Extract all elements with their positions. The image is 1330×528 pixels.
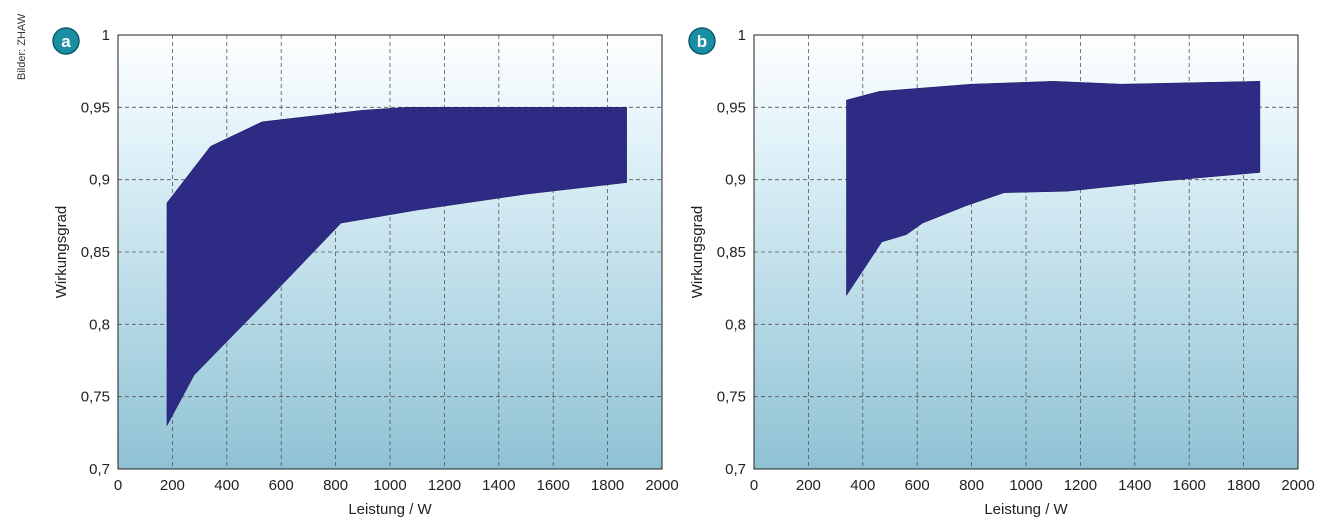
y-tick-label: 0,9 <box>725 172 746 189</box>
x-tick-label: 1600 <box>1173 477 1206 494</box>
plot-frame <box>753 34 1299 470</box>
y-tick-label: 1 <box>738 27 746 44</box>
y-tick-label: 0,95 <box>81 99 110 116</box>
x-tick-label: 2000 <box>1281 477 1314 494</box>
x-tick-label: 1000 <box>373 477 406 494</box>
x-tick-label: 400 <box>214 477 239 494</box>
x-tick-label: 1800 <box>591 477 624 494</box>
y-tick-label: 0,75 <box>81 389 110 406</box>
efficiency-band <box>166 107 627 426</box>
x-tick-label: 400 <box>850 477 875 494</box>
panel-badge <box>688 27 716 55</box>
y-tick-label: 0,75 <box>717 389 746 406</box>
y-tick-label: 0,8 <box>725 316 746 333</box>
x-tick-label: 800 <box>959 477 984 494</box>
x-tick-label: 1200 <box>428 477 461 494</box>
y-tick-label: 0,85 <box>717 244 746 261</box>
x-tick-label: 2000 <box>645 477 678 494</box>
x-axis-label: Leistung / W <box>984 501 1068 518</box>
x-tick-label: 1600 <box>537 477 570 494</box>
y-tick-label: 0,95 <box>717 99 746 116</box>
y-tick-label: 0,7 <box>725 461 746 478</box>
y-axis-label: Wirkungsgrad <box>53 206 70 299</box>
x-tick-label: 200 <box>160 477 185 494</box>
x-tick-label: 600 <box>905 477 930 494</box>
y-tick-label: 1 <box>102 27 110 44</box>
x-tick-label: 1400 <box>1118 477 1151 494</box>
y-tick-label: 0,9 <box>89 172 110 189</box>
x-tick-label: 1400 <box>482 477 515 494</box>
x-tick-label: 200 <box>796 477 821 494</box>
y-axis-label: Wirkungsgrad <box>689 206 706 299</box>
x-axis-label: Leistung / W <box>348 501 432 518</box>
y-tick-label: 0,85 <box>81 244 110 261</box>
chart-panel-a: 0 200 400 600 800 1000 1200 1400 1600 1800 2000 0,7… <box>52 27 679 518</box>
panel-badge <box>52 27 80 55</box>
panel-badge-label: b <box>697 32 707 51</box>
panel-badge-label: a <box>61 32 71 51</box>
chart-panel-b: 0 200 400 600 800 1000 1200 1400 1600 1800 2000 0,7… <box>688 27 1315 518</box>
x-tick-label: 600 <box>269 477 294 494</box>
efficiency-band <box>846 81 1261 297</box>
x-tick-label: 800 <box>323 477 348 494</box>
x-tick-label: 1000 <box>1009 477 1042 494</box>
x-tick-label: 1200 <box>1064 477 1097 494</box>
plot-frame <box>117 34 663 470</box>
x-tick-label: 0 <box>750 477 758 494</box>
y-tick-label: 0,8 <box>89 316 110 333</box>
x-tick-label: 0 <box>114 477 122 494</box>
x-tick-label: 1800 <box>1227 477 1260 494</box>
y-tick-label: 0,7 <box>89 461 110 478</box>
